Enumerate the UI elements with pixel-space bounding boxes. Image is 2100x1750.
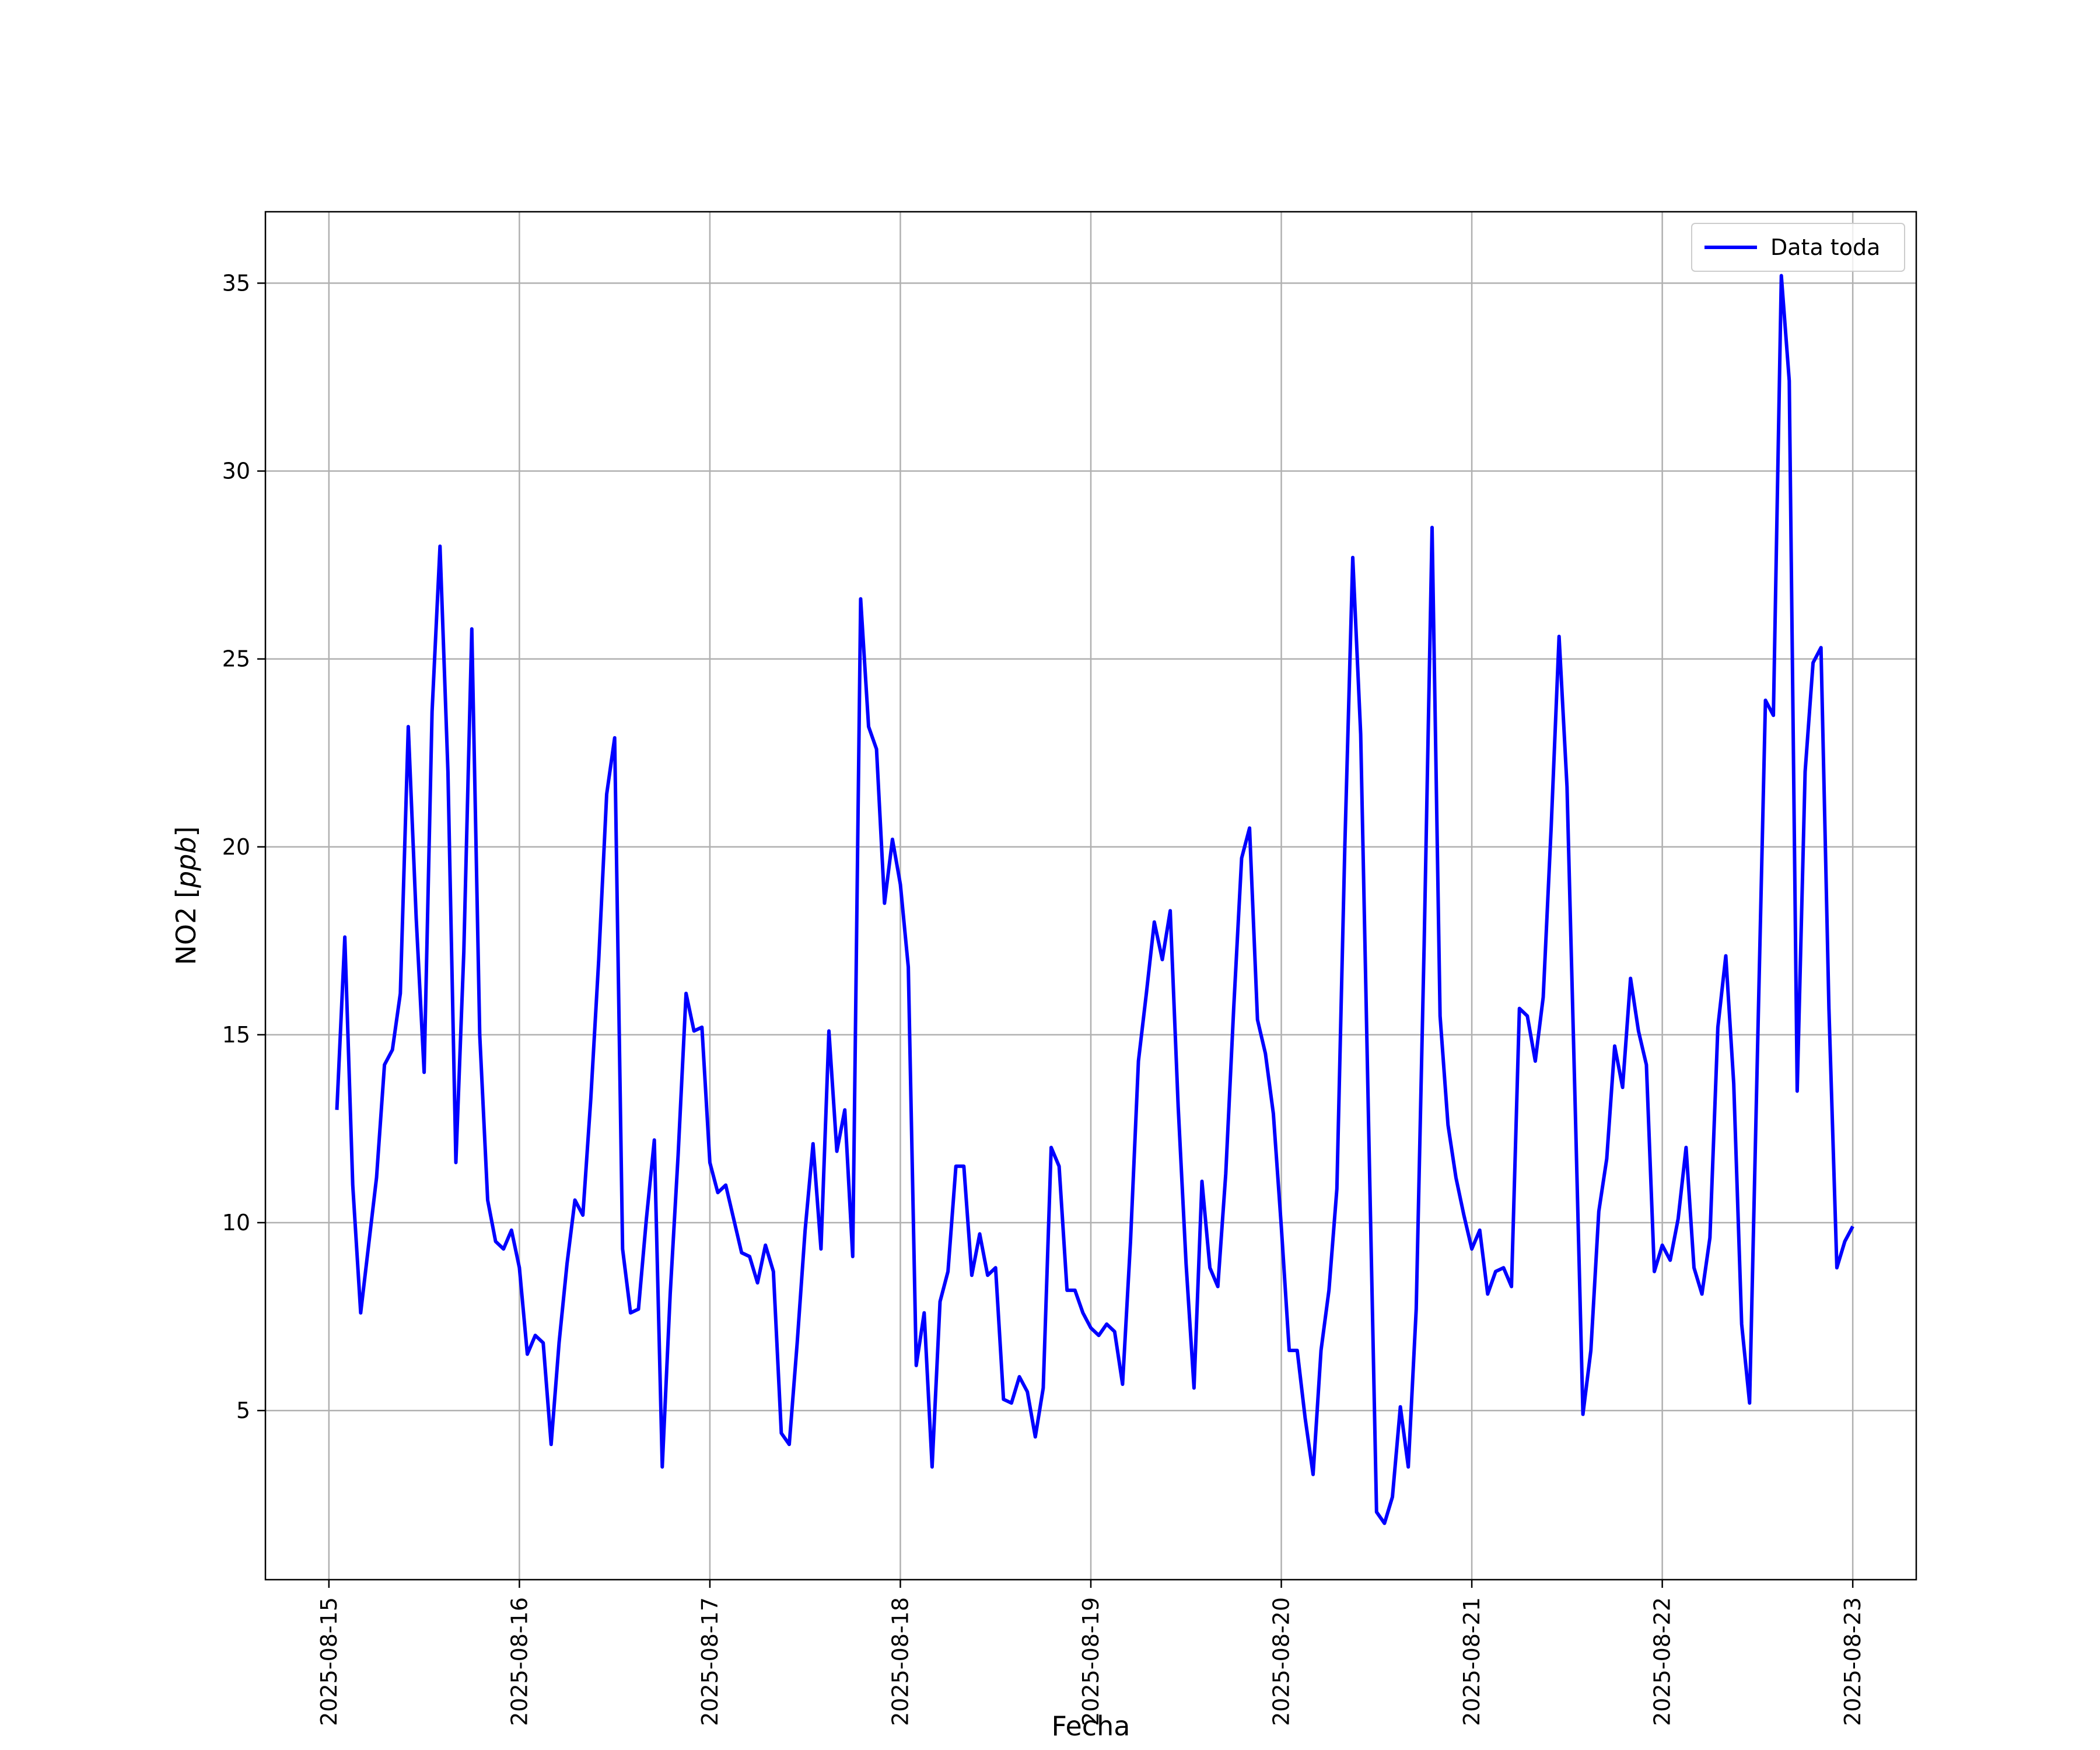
y-tick-label: 5 [236, 1398, 250, 1423]
y-tick-label: 20 [222, 834, 250, 860]
x-tick-label: 2025-08-15 [316, 1597, 342, 1726]
legend-label: Data toda [1770, 235, 1880, 260]
x-tick-label: 2025-08-20 [1269, 1597, 1294, 1726]
y-tick-label: 10 [222, 1210, 250, 1236]
series-line [335, 274, 1854, 1525]
x-tick-label: 2025-08-19 [1078, 1597, 1104, 1726]
grid-lines [265, 212, 1916, 1580]
x-tick-label: 2025-08-23 [1840, 1597, 1866, 1726]
x-tick-label: 2025-08-18 [887, 1597, 913, 1726]
legend: Data toda [1691, 223, 1905, 272]
x-tick-label: 2025-08-17 [697, 1597, 723, 1726]
legend-box [1691, 223, 1905, 272]
x-tick-label: 2025-08-22 [1650, 1597, 1675, 1726]
y-tick-label: 35 [222, 270, 250, 296]
y-tick-label: 25 [222, 646, 250, 672]
y-axis: 5 10 15 20 25 30 35 [222, 270, 265, 1423]
x-axis-label: Fecha [1052, 1710, 1130, 1742]
y-tick-label: 15 [222, 1022, 250, 1048]
x-axis: 2025-08-15 2025-08-16 2025-08-17 2025-08-18… [316, 1580, 1866, 1726]
series-layer [335, 274, 1854, 1525]
x-tick-label: 2025-08-16 [506, 1597, 532, 1726]
x-tick-label: 2025-08-21 [1459, 1597, 1485, 1726]
y-axis-label: NO2 [ppb] [170, 826, 202, 965]
y-tick-label: 30 [222, 459, 250, 484]
